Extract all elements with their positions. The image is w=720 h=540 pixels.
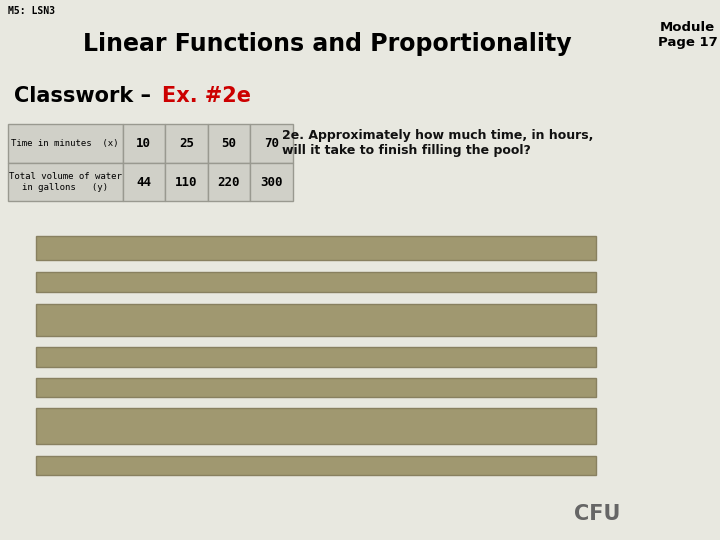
Bar	[251, 124, 293, 163]
Text: 10: 10	[136, 137, 151, 150]
Text: 110: 110	[175, 176, 198, 188]
Bar	[122, 163, 165, 201]
Text: 2e. Approximately how much time, in hours,
will it take to finish filling the po: 2e. Approximately how much time, in hour…	[282, 129, 593, 157]
Text: M5: LSN3: M5: LSN3	[8, 5, 55, 16]
Text: Ex. #2e: Ex. #2e	[163, 86, 251, 106]
Bar	[207, 124, 251, 163]
Bar	[36, 408, 596, 444]
Bar	[165, 124, 207, 163]
Text: 50: 50	[222, 137, 236, 150]
Bar	[251, 163, 293, 201]
Text: CFU: CFU	[575, 504, 621, 524]
Text: Classwork –: Classwork –	[14, 86, 158, 106]
Bar	[36, 236, 596, 260]
Text: Total volume of water
in gallons   (y): Total volume of water in gallons (y)	[9, 172, 122, 192]
Text: 25: 25	[179, 137, 194, 150]
Text: 44: 44	[136, 176, 151, 188]
Bar	[36, 378, 596, 397]
Bar	[8, 124, 122, 163]
Bar	[36, 272, 596, 292]
Bar	[36, 347, 596, 367]
Bar	[122, 124, 165, 163]
Bar	[36, 303, 596, 336]
Text: Time in minutes  (x): Time in minutes (x)	[12, 139, 119, 148]
Bar	[165, 163, 207, 201]
Text: Linear Functions and Proportionality: Linear Functions and Proportionality	[84, 31, 572, 56]
Text: 220: 220	[217, 176, 240, 188]
Text: Module
Page 17: Module Page 17	[658, 21, 717, 49]
Bar	[8, 163, 122, 201]
Text: 300: 300	[261, 176, 283, 188]
Text: 70: 70	[264, 137, 279, 150]
Bar	[36, 456, 596, 475]
Bar	[207, 163, 251, 201]
